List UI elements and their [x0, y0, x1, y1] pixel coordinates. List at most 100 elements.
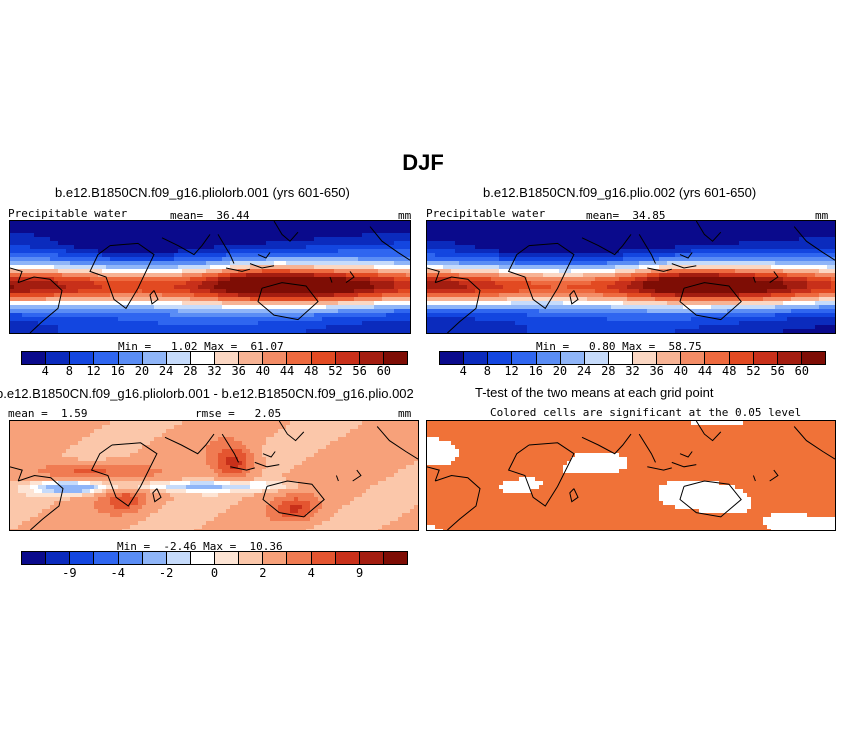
field-cell	[471, 289, 476, 294]
field-cell	[370, 321, 375, 326]
field-cell	[659, 237, 664, 242]
field-cell	[10, 317, 15, 322]
field-cell	[491, 229, 496, 234]
field-cell	[242, 265, 247, 270]
field-cell	[386, 273, 391, 278]
field-cell	[815, 225, 820, 230]
field-cell	[366, 249, 371, 254]
field-cell	[90, 329, 95, 333]
field-cell	[198, 233, 203, 238]
field-cell	[42, 221, 47, 226]
field-cell	[70, 221, 75, 226]
field-cell	[298, 329, 303, 333]
field-cell	[22, 325, 27, 330]
field-cell	[182, 293, 187, 298]
field-cell	[499, 301, 504, 306]
field-cell	[130, 281, 135, 286]
field-cell	[607, 297, 612, 302]
field-cell	[250, 269, 255, 274]
field-cell	[342, 317, 347, 322]
field-cell	[799, 293, 804, 298]
field-cell	[374, 273, 379, 278]
field-cell	[294, 225, 299, 230]
field-cell	[715, 297, 720, 302]
field-cell	[282, 321, 287, 326]
field-cell	[174, 241, 179, 246]
field-cell	[775, 297, 780, 302]
field-cell	[663, 241, 668, 246]
field-cell	[827, 257, 832, 262]
field-cell	[547, 269, 552, 274]
field-cell	[775, 241, 780, 246]
field-cell	[795, 293, 800, 298]
field-cell	[679, 277, 684, 282]
field-cell	[62, 261, 67, 266]
field-cell	[707, 261, 712, 266]
field-cell	[262, 309, 267, 314]
field-cell	[182, 249, 187, 254]
field-cell	[831, 225, 835, 230]
field-cell	[378, 221, 383, 226]
field-cell	[298, 221, 303, 226]
field-cell	[623, 285, 628, 290]
field-cell	[106, 325, 111, 330]
field-cell	[787, 237, 792, 242]
field-cell	[74, 261, 79, 266]
field-cell	[787, 265, 792, 270]
field-cell	[170, 289, 175, 294]
field-cell	[579, 261, 584, 266]
field-cell	[46, 309, 51, 314]
field-cell	[370, 221, 375, 226]
field-cell	[262, 221, 267, 226]
field-cell	[643, 233, 648, 238]
field-cell	[18, 329, 23, 333]
field-cell	[110, 305, 115, 310]
field-cell	[406, 237, 410, 242]
field-cell	[234, 325, 239, 330]
field-cell	[727, 245, 732, 250]
field-cell	[170, 309, 175, 314]
field-cell	[583, 233, 588, 238]
field-cell	[547, 229, 552, 234]
field-cell	[402, 229, 407, 234]
field-cell	[86, 237, 91, 242]
field-cell	[455, 245, 460, 250]
field-cell	[322, 289, 327, 294]
field-cell	[310, 233, 315, 238]
field-cell	[811, 277, 816, 282]
field-cell	[567, 233, 572, 238]
field-cell	[38, 313, 43, 318]
field-cell	[755, 289, 760, 294]
field-cell	[795, 281, 800, 286]
field-cell	[591, 269, 596, 274]
field-cell	[627, 293, 632, 298]
field-cell	[615, 253, 620, 258]
field-cell	[298, 293, 303, 298]
field-cell	[687, 225, 692, 230]
field-cell	[394, 329, 399, 333]
field-cell	[523, 281, 528, 286]
field-cell	[258, 313, 263, 318]
field-cell	[134, 301, 139, 306]
field-cell	[382, 265, 387, 270]
field-cell	[98, 261, 103, 266]
field-cell	[110, 249, 115, 254]
field-cell	[182, 273, 187, 278]
field-cell	[783, 277, 788, 282]
field-cell	[10, 289, 15, 294]
field-cell	[334, 329, 339, 333]
field-cell	[254, 325, 259, 330]
field-cell	[154, 245, 159, 250]
field-cell	[811, 285, 816, 290]
field-cell	[751, 241, 756, 246]
field-cell	[735, 225, 740, 230]
field-cell	[643, 257, 648, 262]
field-cell	[174, 237, 179, 242]
field-cell	[94, 325, 99, 330]
field-cell	[314, 269, 319, 274]
field-cell	[475, 273, 480, 278]
field-cell	[358, 237, 363, 242]
field-cell	[679, 281, 684, 286]
field-cell	[663, 257, 668, 262]
field-cell	[74, 277, 79, 282]
